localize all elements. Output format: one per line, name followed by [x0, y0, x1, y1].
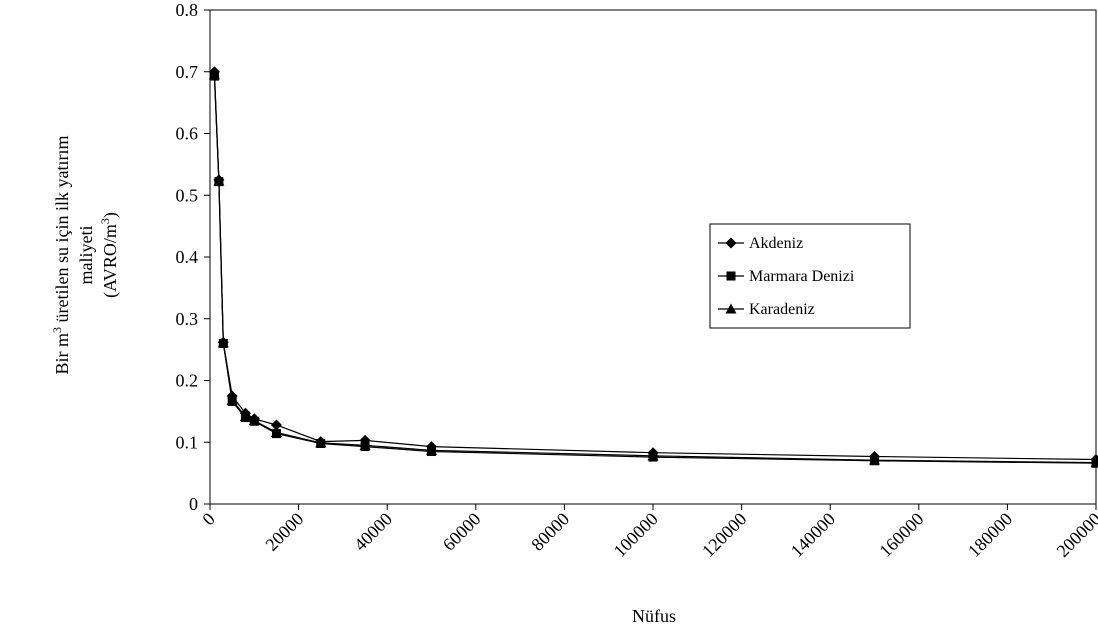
y-tick-label: 0 — [189, 494, 198, 514]
data-point-triangle — [869, 454, 880, 465]
y-tick-label: 0.5 — [176, 185, 199, 205]
data-point-diamond — [270, 419, 282, 431]
y-tick-labels: 0 0.1 0.2 0.3 0.4 0.5 0.6 0.7 0.8 — [176, 0, 199, 514]
series-line — [213, 71, 1097, 461]
x-tick-label: 40000 — [350, 509, 396, 555]
legend-marker-triangle — [725, 303, 737, 314]
legend-marker-square — [726, 271, 736, 281]
y-axis-title: Bir m3 üretilen su için ilk yatırım mali… — [50, 136, 121, 375]
x-tick-label: 140000 — [787, 509, 839, 561]
data-point-triangle — [217, 337, 229, 348]
legend-label: Akdeniz — [749, 235, 803, 252]
data-point-triangle — [647, 450, 659, 461]
x-tick-labels: 0 20000 40000 60000 80000 100000 120000 140000 1… — [198, 509, 1098, 561]
data-point-triangle — [1090, 457, 1098, 468]
x-tick-label: 200000 — [1053, 509, 1098, 561]
x-tick-label: 0 — [198, 509, 219, 530]
legend-item: Marmara Denizi — [718, 268, 855, 285]
legend-item: Akdeniz — [718, 235, 803, 252]
data-point-triangle — [248, 415, 260, 426]
x-tick-label: 60000 — [439, 509, 485, 555]
legend: Akdeniz Marmara Denizi Karadeniz — [709, 223, 911, 329]
y-tick-label: 0.1 — [176, 432, 199, 452]
x-tick-label: 80000 — [527, 509, 573, 555]
data-point-triangle — [226, 394, 238, 405]
series-triangle — [208, 69, 1098, 468]
data-point-triangle — [270, 426, 282, 437]
x-tick-label: 100000 — [610, 509, 662, 561]
series-square — [209, 71, 1098, 468]
data-point-triangle — [359, 439, 371, 450]
data-point-triangle — [315, 437, 327, 448]
y-tick-label: 0.3 — [176, 309, 199, 329]
x-axis-title: Nüfus — [632, 606, 676, 626]
y-tick-label: 0.8 — [176, 0, 199, 20]
y-axis-title-line-1: Bir m3 üretilen su için ilk yatırım — [50, 136, 72, 375]
y-tick-label: 0.4 — [176, 247, 199, 267]
data-point-triangle — [426, 444, 437, 455]
legend-marker-diamond — [725, 237, 737, 249]
x-tick-label: 20000 — [261, 509, 307, 555]
plot-area-frame — [209, 9, 1097, 505]
y-axis-title-line-3: (AVRO/m3) — [98, 212, 121, 298]
series-line — [213, 74, 1097, 464]
series-line — [213, 76, 1097, 464]
y-tick-label: 0.2 — [176, 371, 199, 391]
data-point-triangle — [213, 175, 225, 186]
x-tick-label: 120000 — [698, 509, 750, 561]
legend-item: Karadeniz — [718, 301, 815, 318]
legend-label: Marmara Denizi — [749, 268, 855, 285]
axes — [204, 9, 1097, 510]
x-tick-label: 160000 — [875, 509, 927, 561]
y-tick-label: 0.7 — [176, 62, 199, 82]
series-layer — [208, 66, 1098, 468]
y-axis-title-line-2: maliyeti — [76, 226, 96, 285]
data-point-triangle — [208, 69, 220, 80]
data-point-triangle — [239, 410, 251, 421]
y-tick-label: 0.6 — [176, 124, 199, 144]
series-diamond — [208, 66, 1098, 466]
x-tick-label: 180000 — [964, 509, 1016, 561]
legend-label: Karadeniz — [749, 301, 815, 318]
